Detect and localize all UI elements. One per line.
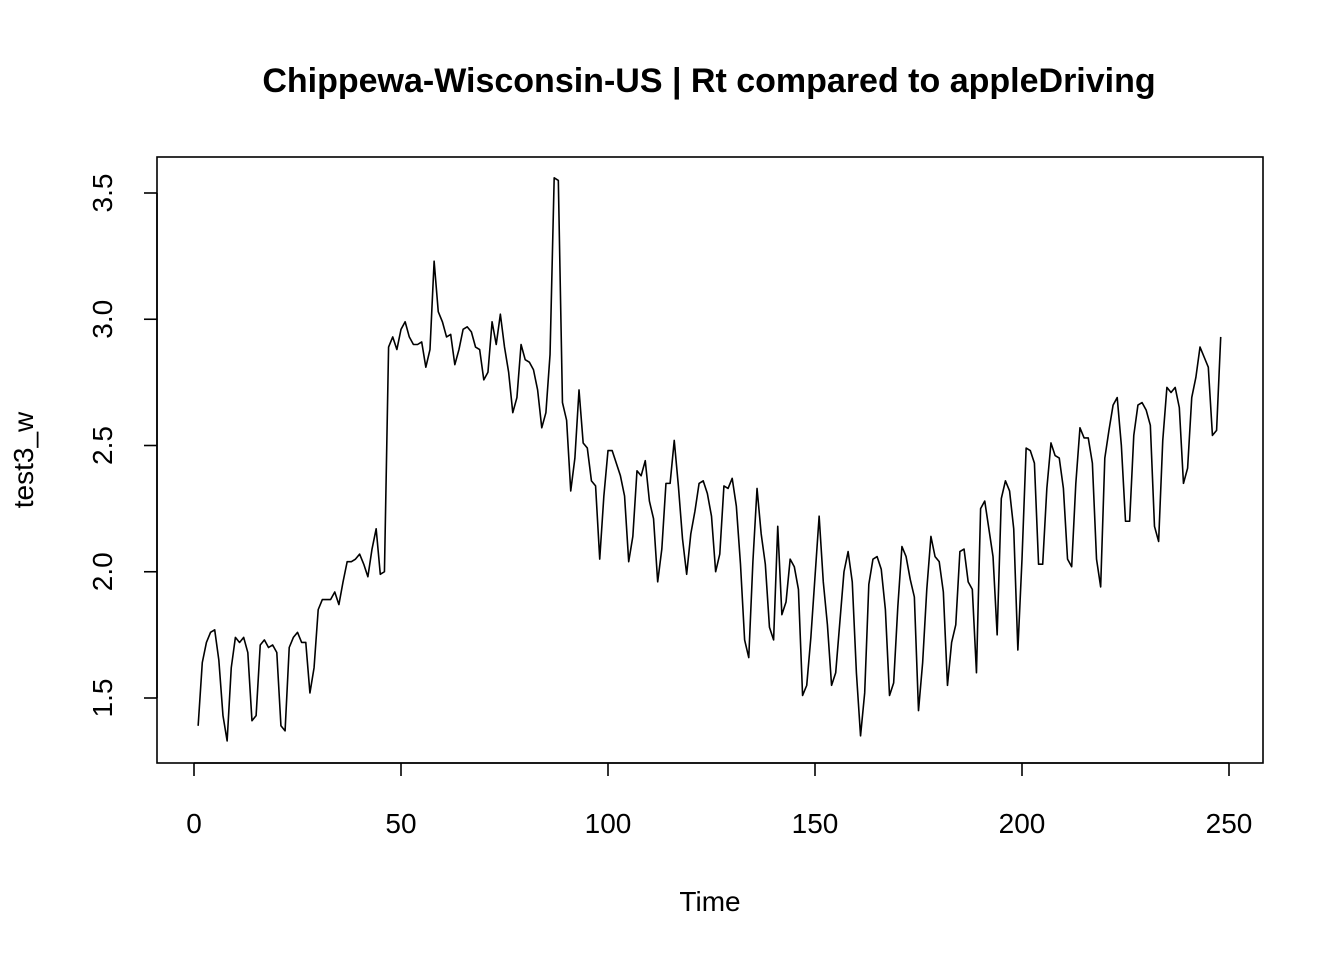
x-tick-label: 50 (385, 808, 416, 839)
y-tick-label: 3.0 (87, 300, 118, 339)
y-axis-label: test3_w (8, 411, 39, 508)
plot-frame (156, 156, 1264, 764)
series-line (197, 177, 1222, 742)
x-tick-label: 0 (186, 808, 202, 839)
y-tick-label: 3.5 (87, 174, 118, 213)
y-axis: 1.5 2.0 2.5 3.0 3.5 (87, 174, 158, 718)
x-tick-label: 150 (792, 808, 839, 839)
y-tick-label: 2.5 (87, 426, 118, 465)
y-tick-label: 2.0 (87, 552, 118, 591)
chart-title: Chippewa-Wisconsin-US | Rt compared to a… (262, 62, 1155, 100)
y-tick-label: 1.5 (87, 679, 118, 718)
x-tick-label: 100 (585, 808, 632, 839)
x-axis: 0 50 100 150 200 250 (186, 762, 1253, 839)
x-tick-label: 200 (999, 808, 1046, 839)
x-tick-label: 250 (1206, 808, 1253, 839)
x-axis-label: Time (679, 886, 740, 917)
